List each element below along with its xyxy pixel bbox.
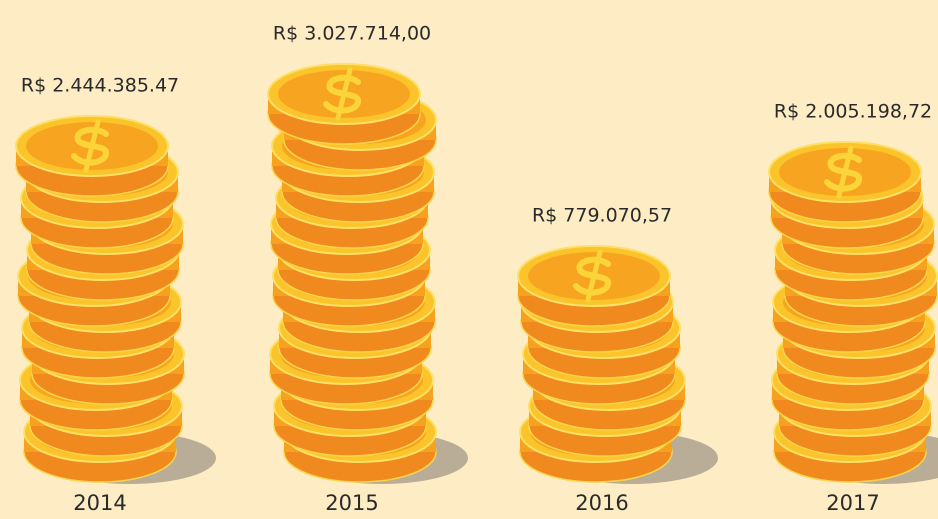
dollar-bar bbox=[836, 145, 854, 199]
coin-stack bbox=[517, 245, 686, 483]
value-label: R$ 2.005.198,72 bbox=[774, 101, 932, 123]
coin-stack bbox=[15, 115, 185, 483]
dollar-bar bbox=[585, 249, 603, 303]
dollar-bar bbox=[335, 67, 353, 121]
year-label: 2015 bbox=[325, 491, 378, 515]
year-label: 2014 bbox=[73, 491, 126, 515]
coin-stack bbox=[267, 63, 437, 483]
year-label: 2017 bbox=[826, 491, 879, 515]
coin-stack bbox=[768, 141, 938, 483]
value-label: R$ 779.070,57 bbox=[532, 205, 672, 227]
year-label: 2016 bbox=[575, 491, 628, 515]
dollar-bar bbox=[83, 119, 101, 173]
value-label: R$ 2.444.385.47 bbox=[21, 75, 179, 97]
value-label: R$ 3.027.714,00 bbox=[273, 23, 431, 45]
